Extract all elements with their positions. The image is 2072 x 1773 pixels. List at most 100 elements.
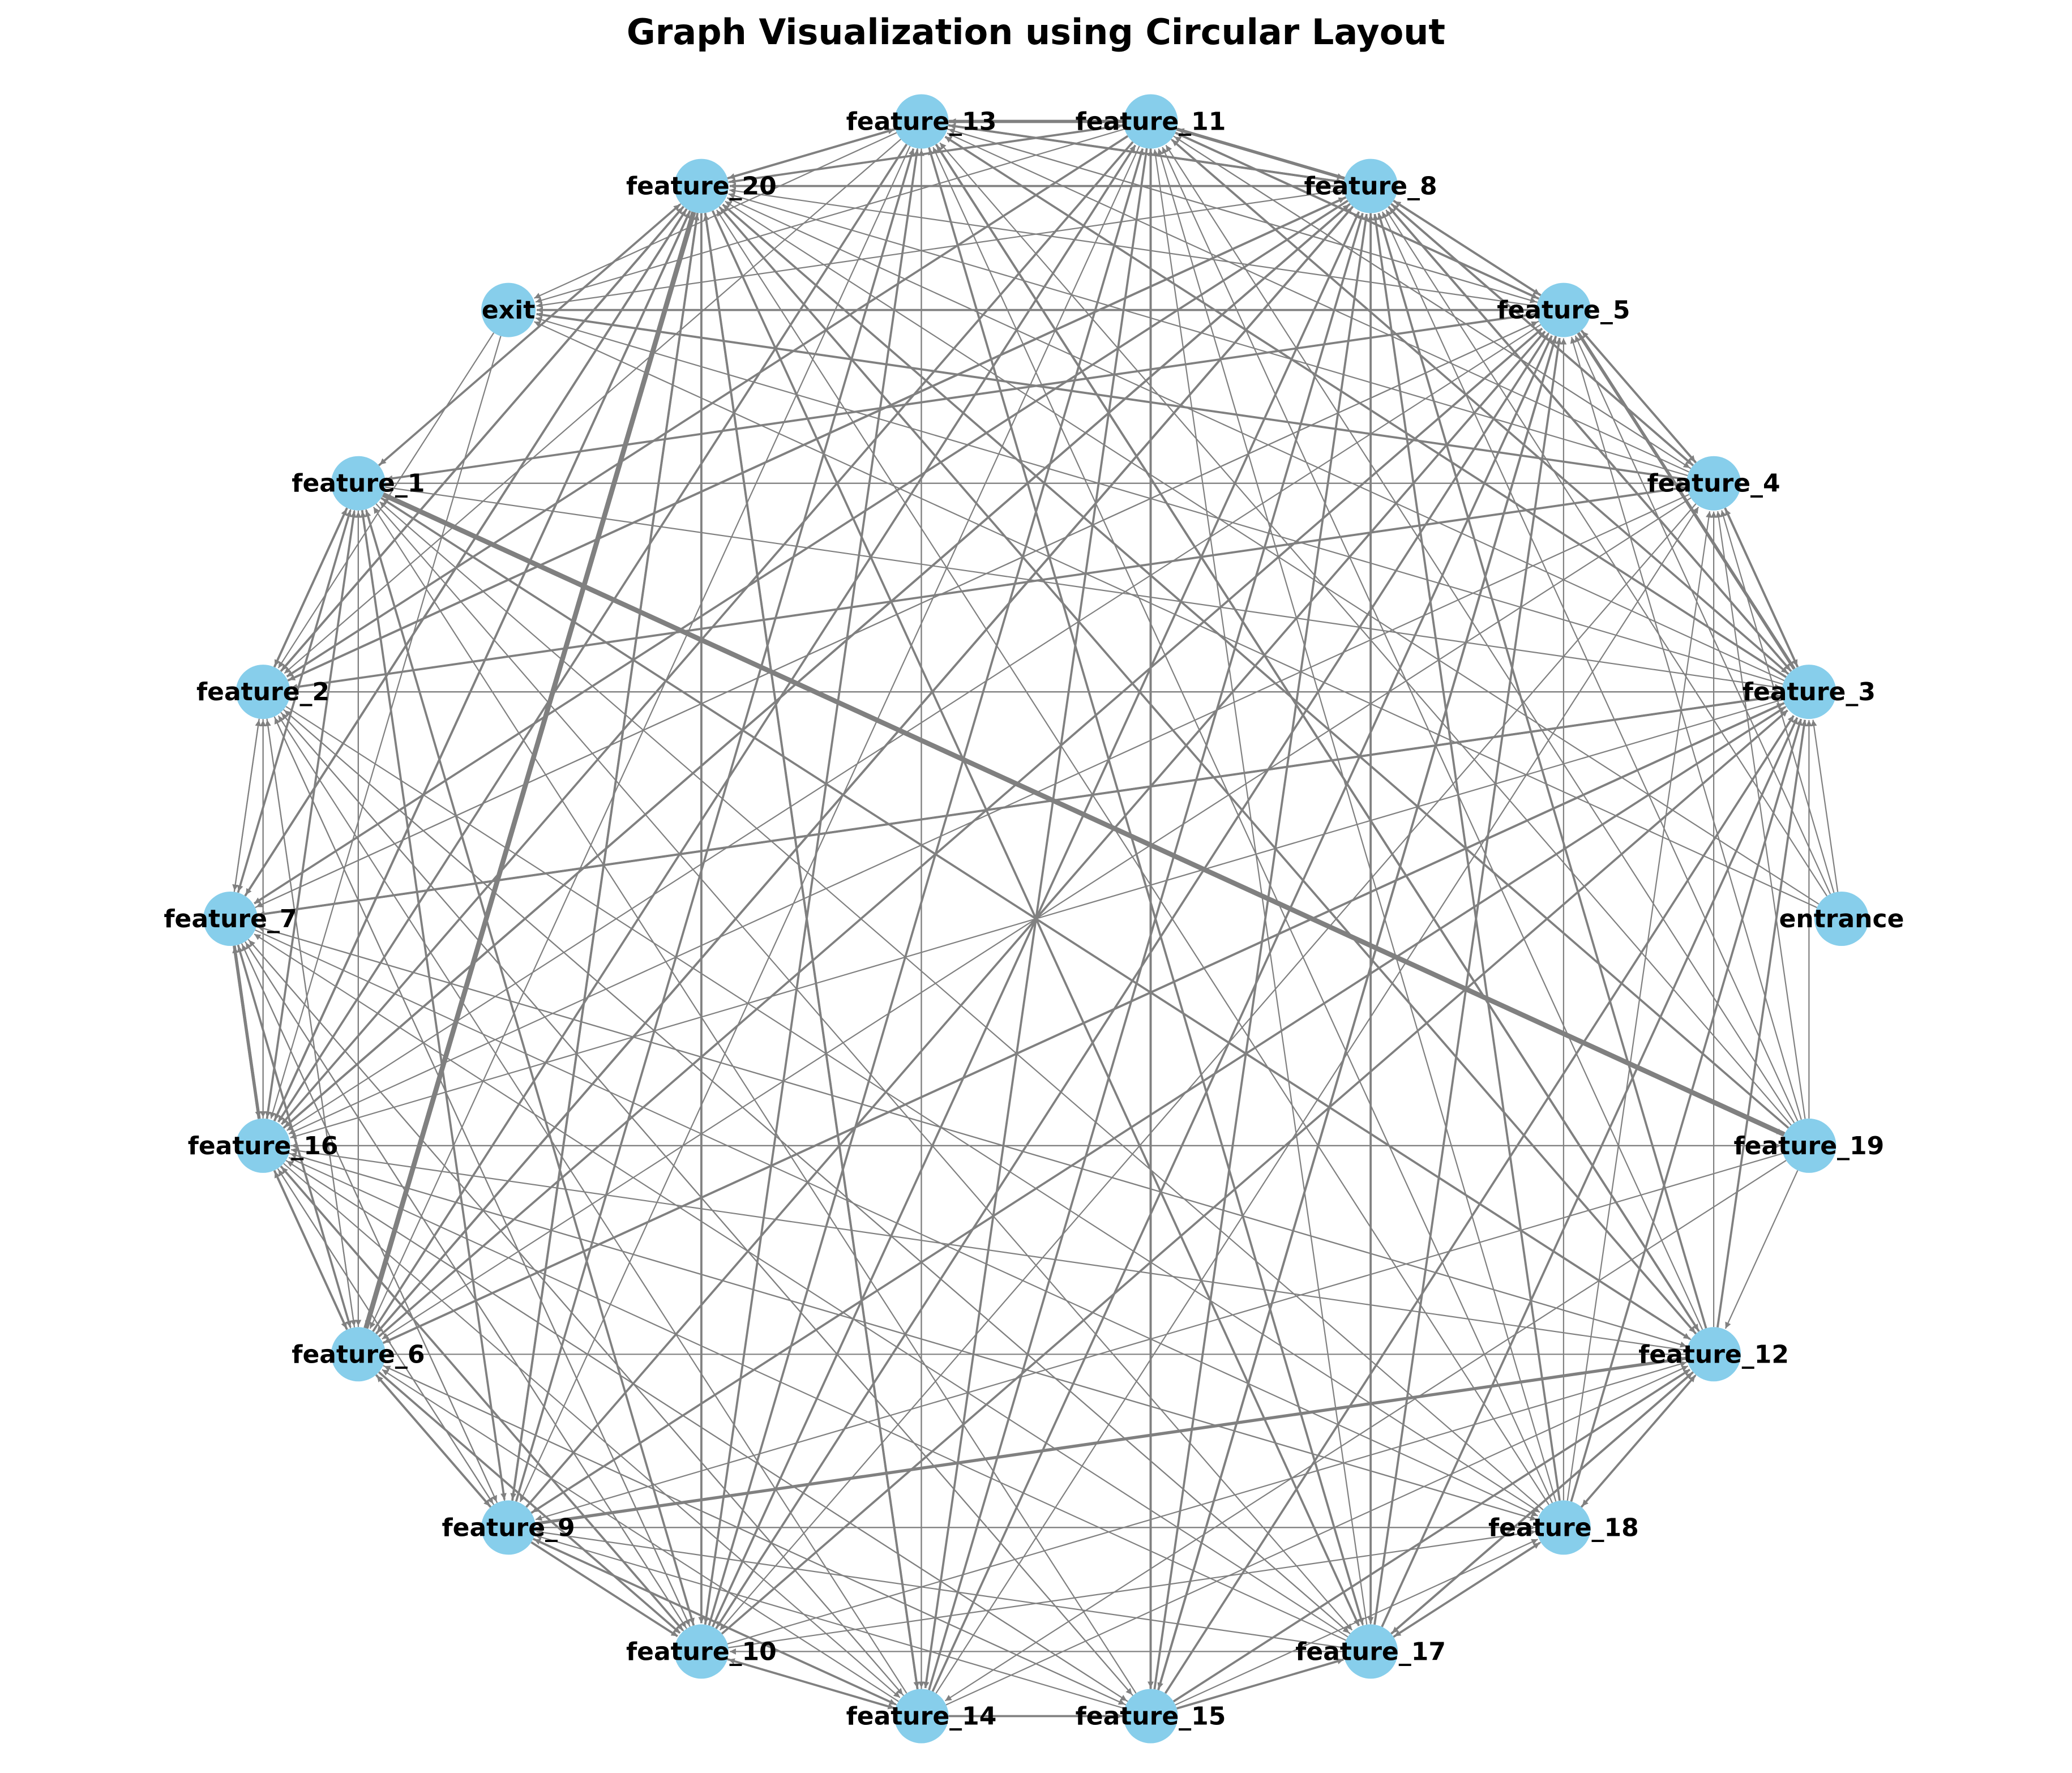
edge-feature_4-to-feature_13 <box>947 132 1689 473</box>
edge-feature_13-to-feature_10 <box>703 148 918 1624</box>
edge-feature_3-to-feature_9 <box>532 706 1787 1513</box>
node-feature_14 <box>894 1689 949 1744</box>
node-feature_6 <box>331 1327 386 1382</box>
node-label-feature_6: feature_6 <box>292 1340 425 1369</box>
edge-feature_5-to-feature_15 <box>1157 336 1557 1690</box>
edge-feature_20-to-feature_6 <box>363 211 696 1328</box>
labels-layer: entrancefeature_3feature_4feature_5featu… <box>164 108 1904 1731</box>
edge-feature_9-to-feature_10 <box>530 1541 678 1637</box>
edge-entrance-to-feature_5 <box>1574 335 1831 894</box>
edge-feature_16-to-feature_1 <box>266 511 357 1119</box>
edges-layer <box>232 118 1839 1719</box>
edge-feature_1-to-feature_20 <box>378 203 681 466</box>
node-feature_13 <box>894 94 949 149</box>
node-label-feature_11: feature_11 <box>1076 108 1226 136</box>
node-feature_8 <box>1343 159 1398 213</box>
node-label-feature_17: feature_17 <box>1295 1637 1446 1666</box>
node-feature_20 <box>674 159 729 213</box>
edge-feature_18-to-feature_8 <box>1372 213 1561 1501</box>
edge-feature_14-to-feature_8 <box>928 213 1364 1691</box>
edge-feature_15-to-feature_8 <box>1153 213 1369 1690</box>
node-feature_16 <box>236 1118 290 1173</box>
edge-feature_4-to-feature_3 <box>1724 507 1799 667</box>
edge-feature_5-to-feature_1 <box>386 312 1537 482</box>
node-feature_15 <box>1123 1689 1178 1744</box>
edge-feature_7-to-feature_18 <box>255 929 1538 1517</box>
edge-feature_10-to-feature_12 <box>727 1361 1687 1644</box>
edge-feature_11-to-feature_8 <box>1176 127 1344 180</box>
edge-feature_16-to-feature_20 <box>273 211 691 1121</box>
node-label-feature_2: feature_2 <box>196 678 329 706</box>
edge-feature_3-to-exit <box>535 316 1783 685</box>
node-label-feature_15: feature_15 <box>1076 1702 1226 1731</box>
edge-feature_7-to-feature_3 <box>257 693 1782 917</box>
node-feature_3 <box>1782 665 1836 720</box>
edge-feature_8-to-exit <box>536 189 1344 309</box>
node-feature_5 <box>1536 282 1591 337</box>
edge-feature_20-to-feature_11 <box>728 123 1123 183</box>
edge-feature_9-to-feature_12 <box>535 1356 1686 1526</box>
edge-feature_9-to-feature_13 <box>515 148 915 1502</box>
edge-feature_11-to-feature_16 <box>280 141 1134 1125</box>
edge-feature_15-to-feature_12 <box>1172 1368 1691 1703</box>
edge-feature_16-to-feature_14 <box>283 1163 901 1698</box>
edge-feature_16-to-feature_9 <box>277 1168 494 1504</box>
node-label-feature_12: feature_12 <box>1638 1340 1789 1369</box>
edge-feature_16-to-feature_10 <box>280 1165 684 1631</box>
edge-feature_17-to-feature_7 <box>254 933 1348 1638</box>
edge-feature_14-to-feature_5 <box>931 335 1553 1692</box>
edge-exit-to-feature_16 <box>269 336 502 1119</box>
edge-feature_16-to-feature_18 <box>289 1153 1537 1521</box>
edge-feature_8-to-feature_5 <box>1393 199 1540 296</box>
edge-feature_16-to-feature_6 <box>273 1170 348 1329</box>
edge-feature_14-to-feature_10 <box>728 1658 896 1710</box>
edge-feature_19-to-feature_12 <box>1724 1170 1799 1329</box>
edge-entrance-to-feature_3 <box>1810 720 1839 892</box>
edge-feature_13-to-feature_8 <box>948 124 1343 185</box>
edge-feature_14-to-feature_9 <box>534 1539 897 1706</box>
node-label-feature_7: feature_7 <box>164 905 297 933</box>
edge-feature_7-to-feature_2 <box>233 720 262 892</box>
edge-feature_2-to-feature_20 <box>280 207 684 673</box>
edge-feature_18-to-feature_17 <box>1394 1541 1542 1637</box>
edge-feature_18-to-feature_1 <box>379 501 1544 1510</box>
edge-feature_10-to-feature_3 <box>721 709 1788 1635</box>
edge-feature_19-to-feature_13 <box>939 142 1792 1126</box>
edge-feature_1-to-feature_10 <box>365 509 695 1625</box>
edge-feature_20-to-feature_9 <box>510 212 699 1500</box>
edge-feature_15-to-feature_9 <box>535 1534 1125 1710</box>
edge-feature_18-to-feature_3 <box>1570 718 1803 1502</box>
node-label-entrance: entrance <box>1779 905 1904 933</box>
edge-feature_11-to-feature_3 <box>1171 139 1788 674</box>
edge-feature_9-to-feature_6 <box>376 1374 492 1508</box>
edge-feature_13-to-feature_5 <box>947 128 1537 303</box>
node-label-feature_18: feature_18 <box>1488 1513 1639 1542</box>
edge-entrance-to-feature_20 <box>725 200 1820 905</box>
edge-feature_8-to-feature_4 <box>1390 203 1693 466</box>
edge-feature_8-to-feature_7 <box>254 199 1348 905</box>
edge-feature_11-to-exit <box>535 128 1125 303</box>
node-feature_9 <box>481 1500 536 1555</box>
edge-feature_4-to-feature_10 <box>719 503 1697 1631</box>
node-label-feature_8: feature_8 <box>1304 172 1437 201</box>
edge-feature_3-to-feature_20 <box>726 197 1785 682</box>
edge-feature_1-to-feature_19 <box>382 492 1784 1137</box>
node-label-feature_3: feature_3 <box>1743 678 1876 706</box>
node-exit <box>481 282 536 337</box>
edge-feature_20-to-feature_13 <box>727 128 895 179</box>
edge-feature_19-to-feature_9 <box>535 1153 1783 1521</box>
edge-feature_18-to-feature_4 <box>1566 511 1712 1501</box>
edge-feature_6-to-feature_5 <box>378 327 1543 1338</box>
chart-title: Graph Visualization using Circular Layou… <box>627 11 1445 53</box>
edge-feature_11-to-feature_9 <box>519 145 1140 1502</box>
edge-feature_20-to-feature_14 <box>704 212 920 1689</box>
nodes-layer <box>203 94 1869 1744</box>
node-label-feature_4: feature_4 <box>1647 469 1780 498</box>
edge-feature_19-to-feature_8 <box>1381 211 1799 1121</box>
node-feature_7 <box>203 892 258 946</box>
edge-feature_13-to-feature_2 <box>284 139 901 674</box>
node-entrance <box>1814 892 1869 946</box>
edge-feature_2-to-feature_1 <box>273 508 348 668</box>
edge-feature_7-to-feature_20 <box>244 209 687 897</box>
edge-feature_2-to-feature_4 <box>290 485 1686 689</box>
